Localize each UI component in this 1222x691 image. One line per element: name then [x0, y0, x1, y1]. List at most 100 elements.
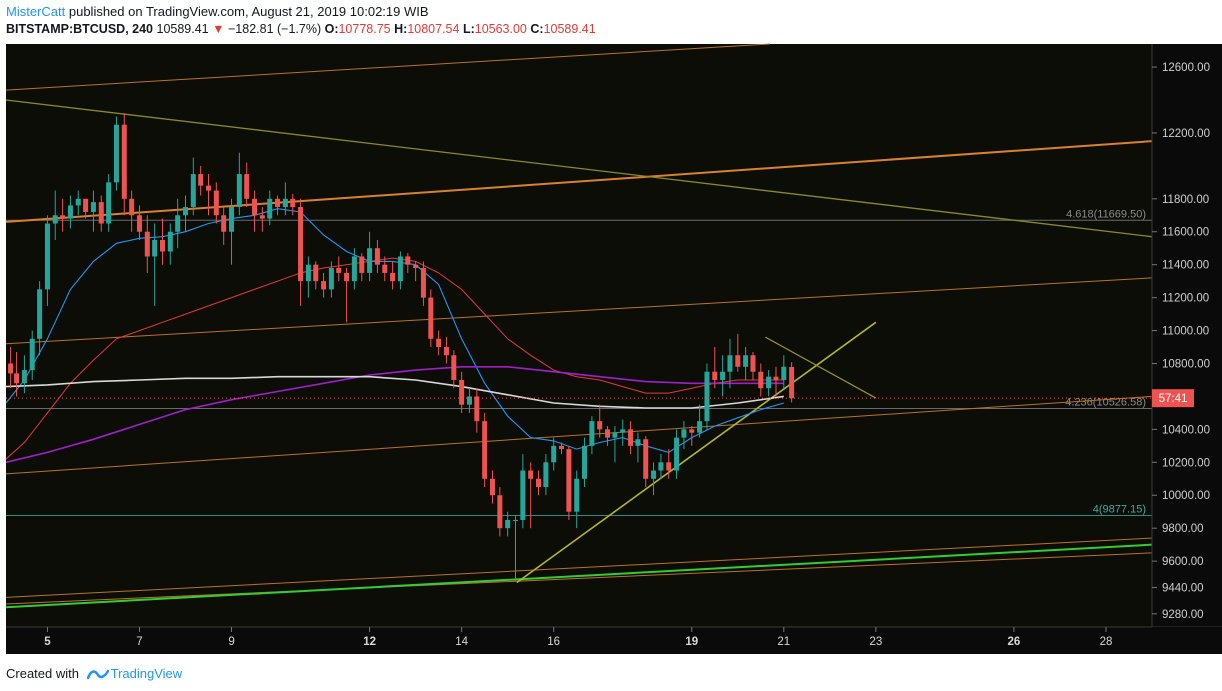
- candle-bull: [704, 363, 710, 430]
- candle-body: [620, 429, 626, 433]
- candle-body: [75, 198, 81, 206]
- high-label: H:: [394, 22, 408, 36]
- open-value: 10778.75: [338, 22, 391, 36]
- candle-body: [313, 264, 319, 282]
- symbol-name[interactable]: BITSTAMP:BTCUSD, 240: [6, 22, 154, 36]
- candle-body: [390, 272, 396, 282]
- candle-bull: [236, 152, 242, 216]
- candle-bull: [44, 215, 50, 306]
- candle-bear: [712, 347, 718, 389]
- candle-body: [129, 198, 135, 216]
- candle-body: [359, 256, 365, 273]
- candle-bear: [83, 198, 89, 219]
- y-tick-label: 12600.00: [1162, 62, 1210, 74]
- candle-bear: [735, 333, 741, 372]
- candle-bear: [390, 261, 396, 290]
- candle-bear: [420, 261, 426, 306]
- candle-bull: [727, 338, 733, 389]
- candle-body: [67, 205, 73, 219]
- candle-bull: [282, 182, 288, 216]
- candle-body: [658, 462, 664, 471]
- candle-body: [535, 478, 541, 488]
- candle-body: [436, 338, 442, 348]
- candle-bull: [505, 511, 511, 537]
- low-value: 10563.00: [474, 22, 527, 36]
- candle-bull: [351, 248, 357, 290]
- candle-bull: [512, 515, 518, 581]
- candle-bear: [359, 253, 365, 282]
- candle-bear: [144, 215, 150, 273]
- candle-bear: [259, 207, 265, 232]
- candle-bull: [229, 198, 235, 265]
- candle-bear: [528, 462, 534, 529]
- candle-bull: [582, 437, 588, 488]
- candle-body: [221, 215, 227, 232]
- candle-bear: [758, 363, 764, 397]
- trend-line-descending-yellow-short: [765, 336, 877, 399]
- candle-bull: [75, 190, 81, 216]
- fib-level-label: 4.236(10526.58): [1065, 397, 1146, 409]
- trend-line-mid-orange-thick: [5, 140, 1153, 223]
- candle-bear: [405, 253, 411, 273]
- candle-body: [213, 190, 219, 216]
- candle-bull: [589, 416, 595, 455]
- time-axis[interactable]: [6, 627, 1152, 654]
- trend-line-support-green: [5, 543, 1153, 609]
- candle-bear: [321, 272, 327, 298]
- candle-body: [489, 478, 495, 496]
- candle-body: [582, 445, 588, 479]
- candle-body: [758, 371, 764, 389]
- publisher-user[interactable]: MisterCatt: [6, 4, 66, 19]
- candle-bear: [8, 347, 14, 389]
- candle-body: [167, 231, 173, 252]
- publish-info: MisterCatt published on TradingView.com,…: [6, 4, 429, 19]
- candle-bear: [198, 165, 204, 196]
- y-tick-label: 9440.00: [1162, 582, 1204, 594]
- moving-average-ma_slow: [5, 257, 784, 460]
- candle-bear: [336, 256, 342, 282]
- candle-bear: [374, 239, 380, 273]
- candle-bull: [52, 190, 58, 240]
- candle-body: [735, 355, 741, 367]
- tradingview-brand[interactable]: TradingView: [110, 666, 183, 681]
- candle-body: [275, 198, 281, 208]
- y-tick-label: 9800.00: [1162, 523, 1204, 535]
- candle-bear: [436, 330, 442, 356]
- candle-bull: [29, 330, 35, 380]
- candle-body: [559, 445, 565, 450]
- candle-body: [159, 239, 165, 252]
- candle-bear: [773, 366, 779, 397]
- close-value: 10589.41: [543, 22, 596, 36]
- footer: Created with TradingView: [6, 666, 182, 681]
- candle-body: [574, 478, 580, 512]
- price-axis[interactable]: [1152, 44, 1222, 627]
- candle-bull: [67, 195, 73, 229]
- current-price-countdown: 57:41: [1159, 393, 1188, 405]
- candle-body: [428, 297, 434, 339]
- candle-bear: [244, 162, 250, 208]
- y-tick-label: 11800.00: [1162, 194, 1209, 206]
- candle-body: [252, 198, 258, 216]
- trend-line-channel-orange-middle: [5, 277, 1153, 345]
- candle-body: [405, 256, 411, 265]
- candle-body: [336, 267, 342, 273]
- candle-body: [44, 223, 50, 290]
- x-tick-label: 21: [777, 636, 790, 648]
- candle-body: [443, 347, 449, 356]
- x-axis-labels: 5 7 9 12 14 16 19 21 23 26 28: [44, 627, 1112, 648]
- x-tick-label: 7: [136, 636, 142, 648]
- candle-bull: [37, 281, 43, 356]
- x-tick-label: 23: [869, 636, 882, 648]
- publish-text: published on TradingView.com, August 21,…: [68, 4, 429, 19]
- candle-body: [551, 445, 557, 463]
- y-tick-label: 12200.00: [1162, 128, 1210, 140]
- y-tick-label: 11200.00: [1162, 293, 1209, 305]
- created-with-text: Created with: [6, 666, 79, 681]
- candle-bull: [551, 437, 557, 471]
- tradingview-logo-icon[interactable]: [86, 667, 109, 681]
- x-tick-label: 16: [547, 636, 560, 648]
- candle-body: [382, 264, 388, 273]
- candle-body: [466, 396, 472, 405]
- open-label: O:: [324, 22, 339, 36]
